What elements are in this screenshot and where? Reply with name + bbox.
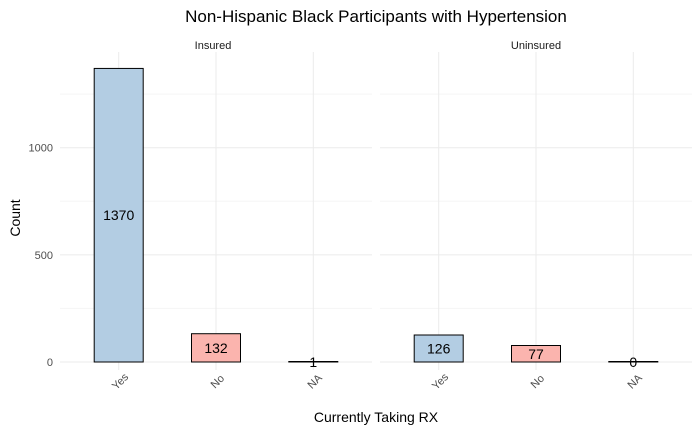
facet-strip-label: Insured	[195, 40, 232, 52]
x-tick-label: No	[209, 373, 227, 391]
bar-value-label: 1370	[103, 207, 134, 223]
bar	[93, 67, 144, 363]
x-axis-title: Currently Taking RX	[314, 409, 439, 425]
y-tick-label: 1000	[29, 143, 53, 155]
chart-title: Non-Hispanic Black Participants with Hyp…	[185, 7, 567, 26]
y-tick-label: 500	[35, 250, 53, 262]
bar-value-label: 77	[528, 346, 544, 362]
bar	[413, 334, 464, 363]
y-axis-title: Count	[7, 199, 23, 236]
x-tick-label: NA	[626, 372, 646, 392]
bar	[511, 345, 561, 363]
bar	[608, 361, 659, 363]
bar-value-label: 1	[309, 354, 317, 370]
x-tick-label: NA	[306, 372, 326, 392]
bar	[288, 361, 339, 363]
bar-value-label: 0	[629, 354, 637, 370]
facet-strip-label: Uninsured	[511, 40, 561, 52]
facet-panels: Insured 1370 Yes 132 No 1 NA Uninsured 126 Yes 77 N…	[29, 40, 692, 392]
bar-value-label: 132	[204, 340, 228, 356]
x-tick-label: Yes	[430, 371, 452, 393]
x-tick-label: Yes	[110, 371, 132, 393]
y-tick-label: 0	[47, 357, 53, 369]
bar-value-label: 126	[427, 341, 451, 357]
bar	[191, 333, 241, 363]
x-tick-label: No	[529, 373, 547, 391]
